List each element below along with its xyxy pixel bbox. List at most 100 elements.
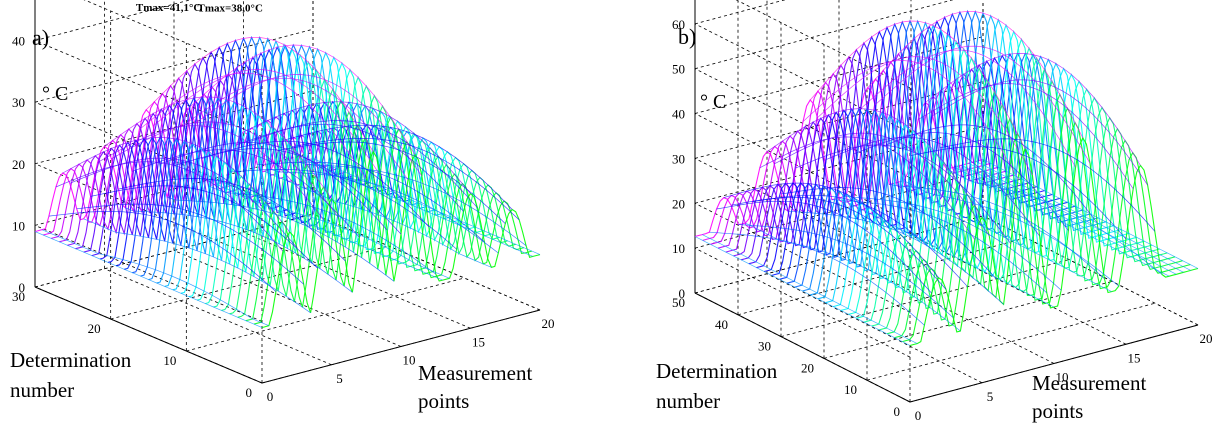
y-tick-label: 0	[246, 385, 253, 400]
z-tick-label: 30	[672, 151, 685, 166]
x-axis-label: points	[418, 389, 469, 413]
grid-line	[694, 202, 911, 313]
x-tick-label: 15	[1128, 350, 1141, 365]
surface-line	[781, 187, 997, 280]
z-tick-label: 60	[672, 17, 685, 32]
y-tick-label: 20	[88, 321, 101, 336]
surface-line	[759, 136, 976, 240]
x-axis-label: Measurement	[418, 361, 532, 385]
surface-line	[795, 144, 1012, 244]
grid-line	[186, 277, 465, 352]
surface-line	[194, 74, 423, 177]
surface-line	[187, 44, 416, 155]
z-tick-label: 50	[672, 62, 685, 77]
x-tick-label: 20	[1200, 331, 1213, 346]
surface-line	[208, 185, 437, 275]
surface-line	[946, 168, 1163, 275]
surface-line	[55, 161, 284, 252]
surface-line	[159, 142, 388, 231]
y-tick-label: 30	[758, 339, 771, 354]
grid-line	[694, 158, 911, 268]
surface-line	[145, 37, 374, 152]
surface-line	[229, 169, 457, 250]
grid-line	[694, 0, 954, 70]
surface-line	[817, 56, 1033, 176]
grid-line	[694, 125, 984, 204]
x-tick-label: 0	[267, 389, 274, 404]
x-tick-label: 10	[1056, 370, 1069, 385]
surface-line	[702, 234, 918, 344]
tmax-annotation: Tmax=41,1°C	[136, 2, 201, 14]
surface-line	[694, 236, 911, 346]
surface-line	[312, 158, 541, 255]
chart-panel-a: 01020304050051015200102030Tmax=41,1°CTma…	[0, 0, 600, 428]
z-tick-label: 40	[12, 34, 25, 49]
surface-line	[867, 10, 1084, 139]
surface-line	[83, 218, 311, 314]
surface-line	[975, 161, 1191, 271]
grid-line	[694, 81, 984, 159]
x-axis-label: Measurement	[1032, 371, 1146, 395]
surface-line	[766, 108, 983, 218]
surface-line	[809, 20, 1026, 150]
surface-line	[982, 159, 1199, 269]
y-tick-label: 50	[672, 295, 685, 310]
surface-line	[838, 197, 1055, 308]
surface-line	[925, 53, 1141, 166]
y-axis-label: number	[656, 389, 720, 413]
grid-line	[694, 23, 911, 134]
surface-line	[180, 77, 409, 181]
surface-line	[278, 141, 506, 224]
grid-line	[866, 302, 1156, 381]
axis-line	[909, 324, 1199, 403]
surface-line	[264, 170, 492, 268]
surface-line	[139, 72, 367, 179]
surface-line	[874, 45, 1091, 164]
surface-line	[961, 164, 1177, 275]
axis-line	[694, 292, 911, 403]
grid-line	[737, 237, 1027, 316]
surface-line	[97, 125, 325, 222]
grid-line	[694, 215, 984, 294]
y-axis-label: number	[10, 378, 74, 402]
surface-line	[111, 121, 339, 218]
surface-line	[236, 123, 464, 212]
surface-line	[305, 160, 534, 257]
grid-line	[766, 273, 983, 384]
axis-line	[261, 309, 541, 384]
y-tick-label: 10	[844, 382, 857, 397]
z-tick-label: 20	[672, 196, 685, 211]
grid-line	[823, 281, 1113, 359]
surface-line	[201, 140, 430, 228]
surface-line	[62, 137, 291, 233]
x-axis-label: points	[1032, 399, 1083, 423]
z-tick-label: 0	[679, 286, 686, 301]
surface-line	[76, 203, 304, 285]
surface-line	[968, 162, 1184, 273]
surface-line	[34, 231, 263, 328]
y-tick-label: 20	[801, 360, 814, 375]
grid-line	[243, 231, 471, 329]
grid-line	[104, 268, 332, 366]
surface-line	[788, 210, 1004, 305]
surface-line	[257, 161, 485, 243]
axis-line	[34, 286, 263, 384]
surface-line	[215, 183, 443, 281]
z-tick-label: 10	[12, 218, 25, 233]
surface-line	[243, 101, 471, 194]
x-tick-label: 20	[542, 316, 555, 331]
grid-line	[694, 0, 786, 25]
surface-mesh	[694, 9, 1199, 347]
surface-line	[250, 120, 478, 209]
surface-line	[853, 132, 1069, 231]
surface-line	[104, 96, 332, 199]
surface-line	[745, 222, 961, 332]
surface-line	[118, 178, 346, 262]
surface-line	[939, 138, 1156, 232]
surface-line	[292, 138, 520, 221]
surface-line	[846, 195, 1062, 291]
surface-line	[285, 124, 513, 210]
grid-line	[173, 250, 402, 347]
surface-line	[802, 60, 1019, 180]
grid-line	[34, 40, 263, 137]
